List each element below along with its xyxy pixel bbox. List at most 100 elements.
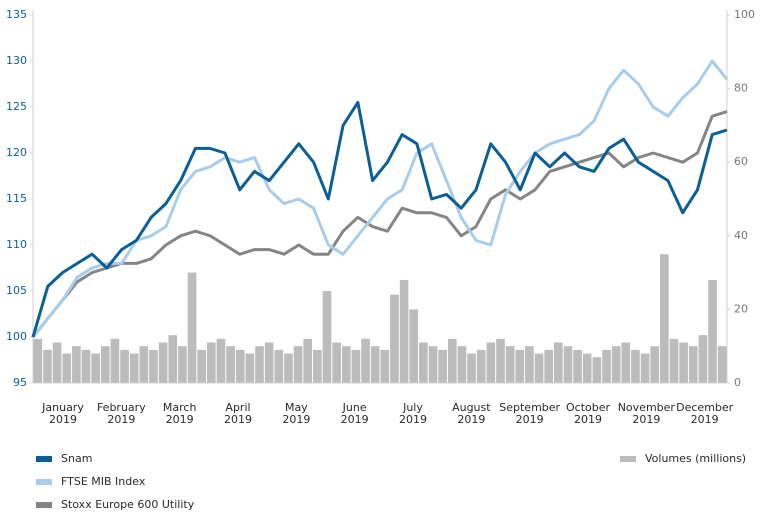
legend-swatch bbox=[620, 456, 636, 462]
volume-bar bbox=[62, 353, 72, 383]
volume-bar bbox=[486, 342, 496, 383]
volume-bar bbox=[187, 272, 197, 383]
volume-bar bbox=[81, 349, 91, 383]
volume-bar bbox=[602, 349, 611, 383]
volume-bar bbox=[351, 349, 361, 383]
volume-bar bbox=[611, 346, 621, 383]
volume-bar bbox=[640, 353, 650, 383]
volume-bar bbox=[293, 346, 303, 383]
volume-bar bbox=[399, 279, 409, 383]
y2-tick-label: 0 bbox=[734, 376, 741, 389]
volume-bar bbox=[207, 342, 216, 383]
y2-tick-label: 40 bbox=[734, 229, 748, 242]
volume-bar bbox=[264, 342, 274, 383]
volume-bar bbox=[419, 342, 428, 383]
x-tick-label: April 2019 bbox=[224, 401, 252, 426]
x-tick-label: March 2019 bbox=[163, 401, 197, 426]
volume-bar bbox=[168, 335, 178, 383]
volume-bar bbox=[679, 342, 688, 383]
x-tick-label: October 2019 bbox=[566, 401, 610, 426]
volume-bar bbox=[72, 346, 81, 383]
volume-bar bbox=[457, 346, 467, 383]
legend-label: Stoxx Europe 600 Utility bbox=[61, 498, 195, 511]
volume-bar bbox=[428, 346, 438, 383]
line bbox=[31, 110, 728, 338]
x-tick-label: February 2019 bbox=[97, 401, 146, 426]
volume-bar bbox=[660, 254, 669, 383]
volume-bar bbox=[361, 338, 370, 383]
volume-bar bbox=[303, 338, 313, 383]
volume-bar bbox=[582, 353, 592, 383]
x-tick-label: June 2019 bbox=[341, 401, 369, 426]
volume-bar bbox=[52, 342, 62, 383]
volume-bar bbox=[534, 353, 544, 383]
y2-tick-label: 60 bbox=[734, 155, 748, 168]
volume-bar bbox=[447, 338, 457, 383]
y-tick-label: 110 bbox=[6, 238, 27, 251]
volume-bar bbox=[621, 342, 631, 383]
y-tick-label: 135 bbox=[6, 8, 27, 21]
volume-bar bbox=[573, 349, 582, 383]
volume-bar bbox=[197, 349, 206, 383]
y2-tick-label: 20 bbox=[734, 302, 748, 315]
volume-bar bbox=[100, 346, 110, 383]
volume-bar bbox=[129, 353, 139, 383]
line bbox=[31, 100, 728, 338]
volume-bar bbox=[631, 349, 640, 383]
volume-bar bbox=[322, 291, 332, 383]
volume-bar bbox=[409, 309, 419, 383]
y-tick-label: 105 bbox=[6, 284, 27, 297]
volume-bar bbox=[390, 294, 399, 383]
y-tick-label: 120 bbox=[6, 146, 27, 159]
x-tick-label: January 2019 bbox=[41, 401, 84, 426]
volume-bar bbox=[33, 338, 43, 383]
volume-bar bbox=[284, 353, 293, 383]
y-tick-label: 95 bbox=[13, 376, 27, 389]
volume-bar bbox=[43, 349, 52, 383]
x-tick-label: September 2019 bbox=[499, 401, 560, 426]
volume-bar bbox=[178, 346, 187, 383]
volume-bar bbox=[341, 346, 351, 383]
volume-bar bbox=[120, 349, 129, 383]
y-tick-label: 115 bbox=[6, 192, 27, 205]
x-tick-label: November 2019 bbox=[618, 401, 676, 426]
volume-bar bbox=[544, 349, 553, 383]
volume-bar bbox=[255, 346, 264, 383]
volume-bar bbox=[563, 346, 573, 383]
volume-bar bbox=[496, 338, 505, 383]
volume-bar bbox=[592, 357, 602, 383]
volume-bar bbox=[158, 342, 168, 383]
volume-bar bbox=[245, 353, 255, 383]
legend-swatch bbox=[36, 479, 52, 485]
volume-bar bbox=[467, 353, 476, 383]
x-tick-label: December 2019 bbox=[676, 401, 734, 426]
x-tick-label: May 2019 bbox=[282, 401, 310, 426]
volume-bar bbox=[332, 342, 341, 383]
volume-bar bbox=[110, 338, 120, 383]
volume-bar bbox=[525, 346, 534, 383]
volume-bar bbox=[139, 346, 149, 383]
volume-bar bbox=[476, 349, 486, 383]
y-tick-label: 125 bbox=[6, 100, 27, 113]
y2-tick-label: 80 bbox=[734, 82, 748, 95]
volume-bar bbox=[438, 349, 447, 383]
x-tick-label: August 2019 bbox=[452, 401, 491, 426]
volume-bar bbox=[149, 349, 158, 383]
legend-label: FTSE MIB Index bbox=[61, 475, 146, 488]
y2-tick-label: 100 bbox=[734, 8, 755, 21]
volume-bar bbox=[515, 349, 525, 383]
volume-bar bbox=[380, 349, 390, 383]
volume-bar bbox=[505, 346, 515, 383]
x-tick-label: July 2019 bbox=[399, 401, 427, 426]
volume-bar bbox=[216, 338, 226, 383]
volume-bar bbox=[274, 349, 284, 383]
volume-bar bbox=[235, 349, 245, 383]
volume-bar bbox=[91, 353, 100, 383]
y-tick-label: 100 bbox=[6, 330, 27, 343]
legend-swatch bbox=[36, 502, 52, 508]
volume-bar bbox=[688, 346, 698, 383]
volume-bar bbox=[717, 346, 727, 383]
volume-bar bbox=[669, 338, 679, 383]
volume-bar bbox=[554, 342, 563, 383]
